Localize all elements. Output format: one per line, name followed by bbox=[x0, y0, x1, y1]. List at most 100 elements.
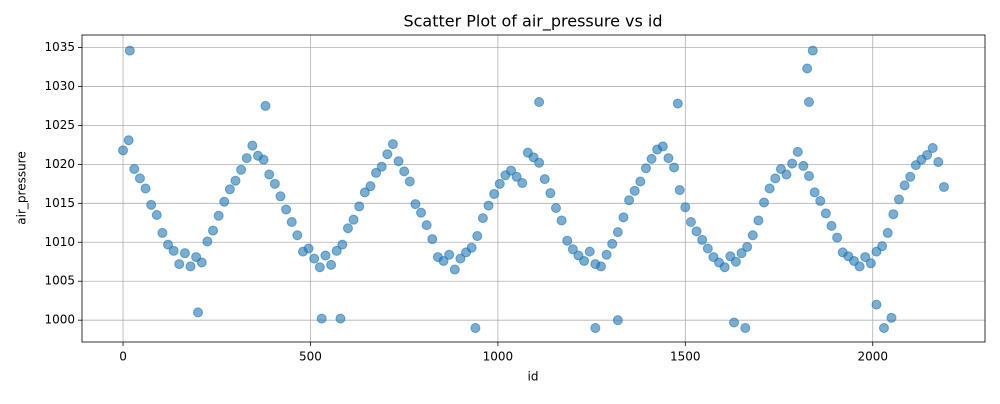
point bbox=[281, 204, 292, 215]
point bbox=[286, 217, 297, 228]
point bbox=[804, 171, 815, 182]
point bbox=[680, 202, 691, 213]
point bbox=[163, 239, 174, 250]
point bbox=[545, 188, 556, 199]
point bbox=[854, 261, 865, 272]
point bbox=[899, 180, 910, 191]
point bbox=[359, 187, 370, 198]
point bbox=[640, 163, 651, 174]
point bbox=[807, 45, 818, 56]
point bbox=[567, 244, 578, 255]
point bbox=[612, 315, 623, 326]
point bbox=[691, 226, 702, 237]
point bbox=[123, 135, 134, 146]
point bbox=[393, 156, 404, 167]
plot-area: 1000 1005 1010 1015 1020 1025 1030 1035 0 500 1000… bbox=[44, 35, 985, 364]
point bbox=[865, 258, 876, 269]
point bbox=[826, 220, 837, 231]
point bbox=[196, 257, 207, 268]
point bbox=[933, 157, 944, 168]
point bbox=[511, 171, 522, 182]
point bbox=[927, 142, 938, 153]
point bbox=[140, 183, 151, 194]
point bbox=[337, 239, 348, 250]
point bbox=[416, 207, 427, 218]
point bbox=[241, 153, 252, 164]
point bbox=[410, 199, 421, 210]
point bbox=[753, 215, 764, 226]
point bbox=[742, 241, 753, 252]
point bbox=[802, 63, 813, 74]
point bbox=[764, 183, 775, 194]
point bbox=[562, 235, 573, 246]
point bbox=[371, 167, 382, 178]
point bbox=[556, 215, 567, 226]
point bbox=[316, 313, 327, 324]
point bbox=[365, 181, 376, 192]
point bbox=[335, 313, 346, 324]
point bbox=[646, 153, 657, 164]
point bbox=[905, 171, 916, 182]
point bbox=[635, 176, 646, 187]
point bbox=[260, 100, 271, 111]
point bbox=[331, 245, 342, 256]
point bbox=[669, 162, 680, 173]
point bbox=[601, 249, 612, 260]
point bbox=[466, 242, 477, 253]
point bbox=[584, 246, 595, 257]
point bbox=[860, 252, 871, 263]
point bbox=[168, 245, 179, 256]
point bbox=[269, 178, 280, 189]
point bbox=[539, 174, 550, 185]
point bbox=[421, 220, 432, 231]
point bbox=[309, 253, 320, 264]
point bbox=[534, 157, 545, 168]
point bbox=[213, 210, 224, 221]
point bbox=[348, 214, 359, 225]
point bbox=[618, 212, 629, 223]
point bbox=[832, 232, 843, 243]
point bbox=[629, 185, 640, 196]
point bbox=[224, 184, 235, 195]
x-tick-label: 0 bbox=[119, 350, 127, 364]
point bbox=[878, 322, 889, 333]
point bbox=[494, 178, 505, 189]
point bbox=[882, 227, 893, 238]
y-tick-label: 1005 bbox=[44, 274, 75, 288]
point bbox=[489, 188, 500, 199]
point bbox=[118, 145, 129, 156]
x-tick-label: 1000 bbox=[483, 350, 514, 364]
point bbox=[275, 191, 286, 202]
point bbox=[719, 262, 730, 273]
point bbox=[736, 248, 747, 259]
x-tick-label: 500 bbox=[299, 350, 322, 364]
point bbox=[657, 141, 668, 152]
point bbox=[804, 97, 815, 108]
point bbox=[888, 209, 899, 220]
point bbox=[320, 250, 331, 261]
point bbox=[702, 243, 713, 254]
point bbox=[151, 209, 162, 220]
point bbox=[247, 140, 258, 151]
point bbox=[472, 231, 483, 242]
point bbox=[477, 213, 488, 224]
chart-title: Scatter Plot of air_pressure vs id bbox=[403, 12, 662, 32]
point bbox=[208, 225, 219, 236]
point bbox=[770, 173, 781, 184]
point bbox=[444, 249, 455, 260]
point bbox=[157, 227, 168, 238]
x-axis-label: id bbox=[528, 370, 539, 384]
point bbox=[382, 149, 393, 160]
point bbox=[404, 176, 415, 187]
point bbox=[809, 187, 820, 198]
point bbox=[590, 322, 601, 333]
point bbox=[534, 97, 545, 108]
point bbox=[292, 230, 303, 241]
point bbox=[455, 253, 466, 264]
point bbox=[607, 238, 618, 249]
point bbox=[264, 169, 275, 180]
point bbox=[193, 307, 204, 318]
point bbox=[179, 248, 190, 259]
point bbox=[624, 195, 635, 206]
